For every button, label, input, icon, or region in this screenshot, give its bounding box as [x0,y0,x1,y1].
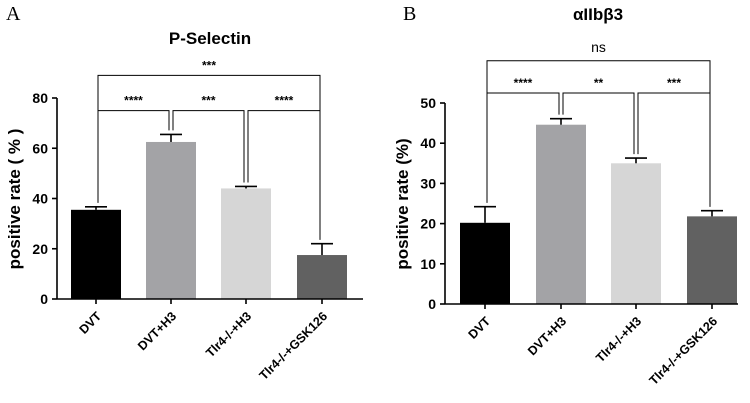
y-tick-label-b-10: 10 [420,256,436,272]
significance-label-a-4: *** [202,58,216,72]
y-tick-label-b-0: 0 [428,296,436,312]
x-tick-label-a-4: Tlr4-/-+GSK126 [257,309,331,383]
significance-label-b-1: **** [514,76,533,90]
bar-a-2 [146,141,196,299]
y-tick-label-a-80: 80 [32,90,48,106]
significance-label-a-2: *** [201,94,215,108]
panel-b-aiib3: B αIIbβ3 positive rate (%) 0 10 20 30 40 50 DV… [393,3,738,388]
significance-bracket-a-2 [172,110,245,183]
bar-a-4 [297,255,347,299]
significance-label-b-2: ** [594,76,604,90]
panel-letter-a: A [6,3,21,25]
y-tick-label-b-20: 20 [420,216,436,232]
x-tick-label-a-1: DVT [77,309,105,337]
y-tick-label-a-60: 60 [32,140,48,156]
panel-a-p-selectin: A P-Selectin positive rate ( % ) 0 20 40 60… [5,3,363,383]
significance-label-a-1: **** [124,94,143,108]
y-tick-label-a-0: 0 [40,291,48,307]
y-tick-label-a-20: 20 [32,241,48,257]
y-axis-label-a: positive rate ( % ) [5,129,24,270]
bar-b-3 [611,163,661,304]
significance-label-a-3: **** [275,94,294,108]
x-tick-label-b-2: DVT+H3 [525,314,569,358]
bar-b-2 [536,124,586,304]
bar-b-4 [687,216,737,304]
x-tick-label-b-3: Tlr4-/-+H3 [593,314,644,365]
significance-bracket-b-2 [562,92,635,155]
y-tick-label-b-40: 40 [420,135,436,151]
significance-bracket-b-4 [486,60,711,207]
significance-label-b-4: ns [591,39,606,55]
x-tick-label-a-2: DVT+H3 [135,309,179,353]
bar-b-1 [460,222,510,304]
bar-a-3 [221,188,271,299]
bar-a-1 [71,209,121,299]
x-tick-label-b-1: DVT [466,314,494,342]
y-tick-label-a-40: 40 [32,191,48,207]
significance-bracket-a-4 [97,74,321,240]
y-tick-label-b-50: 50 [420,95,436,111]
x-tick-label-b-4: Tlr4-/-+GSK126 [647,314,721,388]
chart-title-a: P-Selectin [169,29,251,48]
y-tick-label-b-30: 30 [420,175,436,191]
significance-label-b-3: *** [667,76,681,90]
chart-title-b: αIIbβ3 [573,5,623,24]
y-axis-label-b: positive rate (%) [393,138,412,269]
x-tick-label-a-3: Tlr4-/-+H3 [203,309,254,360]
panel-letter-b: B [403,3,416,25]
